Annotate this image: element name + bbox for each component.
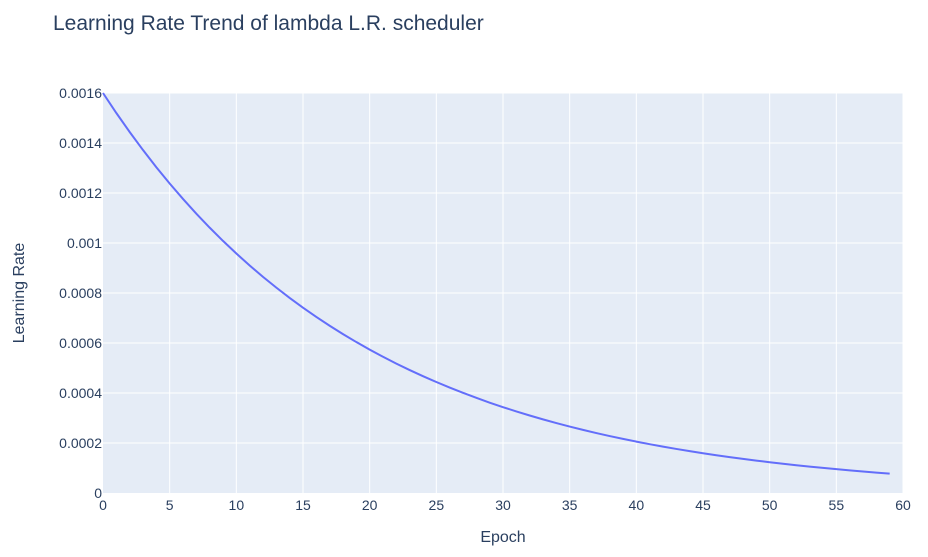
x-tick-label: 45 bbox=[695, 497, 711, 513]
learning-rate-line bbox=[102, 92, 890, 475]
y-tick-label: 0.0006 bbox=[59, 335, 102, 351]
chart-title: Learning Rate Trend of lambda L.R. sched… bbox=[53, 12, 484, 35]
grid-lines bbox=[103, 92, 904, 493]
x-tick-label: 10 bbox=[229, 497, 245, 513]
y-tick-label: 0.0014 bbox=[59, 135, 102, 151]
x-tick-label: 55 bbox=[829, 497, 845, 513]
y-tick-label: 0.0002 bbox=[59, 435, 102, 451]
x-tick-label: 60 bbox=[895, 497, 911, 513]
y-tick-label: 0.0016 bbox=[59, 85, 102, 101]
x-tick-label: 20 bbox=[362, 497, 378, 513]
x-tick-label: 15 bbox=[295, 497, 311, 513]
x-tick-label: 5 bbox=[166, 497, 174, 513]
y-tick-label: 0.0012 bbox=[59, 185, 102, 201]
x-tick-label: 50 bbox=[762, 497, 778, 513]
y-tick-label: 0.001 bbox=[67, 235, 102, 251]
x-axis-title: Epoch bbox=[480, 529, 525, 546]
x-tick-label: 40 bbox=[629, 497, 645, 513]
y-tick-label: 0.0004 bbox=[59, 385, 102, 401]
y-axis-title: Learning Rate bbox=[11, 243, 28, 344]
x-tick-label: 30 bbox=[495, 497, 511, 513]
y-tick-label: 0 bbox=[94, 485, 102, 501]
tick-labels: 0 5 10 15 20 25 30 35 40 45 50 55 60 0 0.0002 0.0004 0.0… bbox=[59, 85, 911, 513]
x-tick-label: 25 bbox=[429, 497, 445, 513]
y-tick-label: 0.0008 bbox=[59, 285, 102, 301]
x-tick-label: 35 bbox=[562, 497, 578, 513]
x-tick-label: 0 bbox=[99, 497, 107, 513]
